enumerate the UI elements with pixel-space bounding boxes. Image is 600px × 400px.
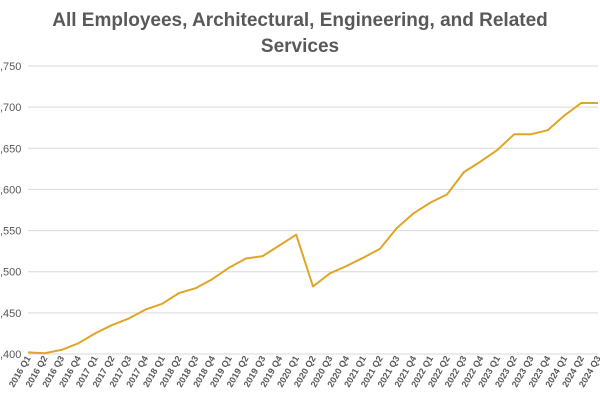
chart-title-line-1: All Employees, Architectural, Engineerin… (52, 10, 548, 31)
y-tick-label: ,550 (0, 226, 21, 238)
y-tick-label: ,400 (0, 349, 21, 361)
y-tick-label: ,450 (0, 308, 21, 320)
chart-title-line-2: Services (260, 36, 340, 57)
y-tick-label: ,750 (0, 61, 21, 73)
gridlines (28, 65, 598, 355)
y-tick-label: ,500 (0, 267, 21, 279)
chart-title: All Employees, Architectural, Engineerin… (0, 8, 600, 60)
y-tick-label: ,650 (0, 143, 21, 155)
series-line (27, 102, 598, 355)
y-tick-label: ,700 (0, 102, 21, 114)
y-axis-ticks: ,400 ,450 ,500 ,550 ,600 ,650 ,700 ,750 (0, 61, 21, 361)
y-tick-label: ,600 (0, 184, 21, 196)
series-group (27, 102, 599, 355)
